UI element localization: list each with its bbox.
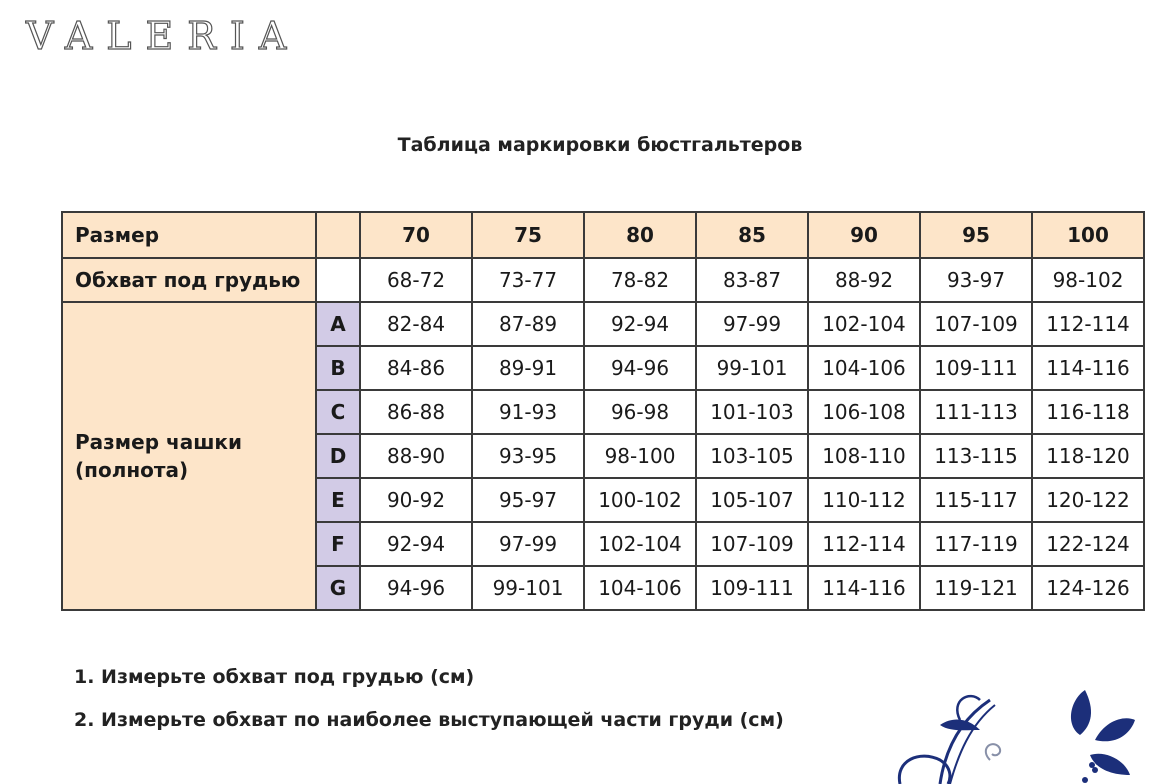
bust-range-cell: 91-93 xyxy=(471,389,585,435)
bust-range-cell: 99-101 xyxy=(471,565,585,611)
bust-range-cell: 105-107 xyxy=(695,477,809,523)
cup-label-line2: (полнота) xyxy=(75,458,189,482)
size-table: Размер 70 75 80 85 90 95 100 Обхват под грудью… xyxy=(61,211,1145,611)
underbust-cell: 68-72 xyxy=(359,257,473,303)
bust-range-cell: 115-117 xyxy=(919,477,1033,523)
bust-range-cell: 102-104 xyxy=(807,301,921,347)
bust-range-cell: 113-115 xyxy=(919,433,1033,479)
bust-range-cell: 109-111 xyxy=(919,345,1033,391)
cup-letter: F xyxy=(315,521,361,567)
size-row: Размер 70 75 80 85 90 95 100 xyxy=(61,211,1145,259)
cup-row: Размер чашки (полнота) A 82-84 87-89 92-94 97-… xyxy=(61,301,1145,611)
bust-range-cell: 106-108 xyxy=(807,389,921,435)
empty-cell xyxy=(315,211,361,259)
bust-range-cell: 102-104 xyxy=(583,521,697,567)
bust-range-cell: 107-109 xyxy=(695,521,809,567)
cup-letter: D xyxy=(315,433,361,479)
size-header-cell: 80 xyxy=(583,211,697,259)
bust-range-cell: 92-94 xyxy=(583,301,697,347)
bust-range-cell: 94-96 xyxy=(359,565,473,611)
bust-range-cell: 98-100 xyxy=(583,433,697,479)
cup-row: G 94-96 99-101 104-106 109-111 114-116 119-121… xyxy=(62,565,1145,611)
size-header-cell: 95 xyxy=(919,211,1033,259)
cup-letter: E xyxy=(315,477,361,523)
bust-range-cell: 111-113 xyxy=(919,389,1033,435)
bust-range-cell: 100-102 xyxy=(583,477,697,523)
brand-logo: VALERIA xyxy=(25,13,301,58)
underbust-cell: 73-77 xyxy=(471,257,585,303)
page-title: Таблица маркировки бюстгальтеров xyxy=(397,134,803,156)
size-header-cell: 90 xyxy=(807,211,921,259)
underbust-cell: 93-97 xyxy=(919,257,1033,303)
cup-label-line1: Размер чашки xyxy=(75,430,243,454)
bust-range-cell: 82-84 xyxy=(359,301,473,347)
instruction-1: 1. Измерьте обхват под грудью (см) xyxy=(74,666,475,688)
underbust-label: Обхват под грудью xyxy=(61,257,317,303)
cup-letter: B xyxy=(315,345,361,391)
cup-row: D 88-90 93-95 98-100 103-105 108-110 113-115 11… xyxy=(62,433,1145,479)
bust-range-cell: 108-110 xyxy=(807,433,921,479)
cup-letter: A xyxy=(315,301,361,347)
bust-range-cell: 109-111 xyxy=(695,565,809,611)
size-header-cell: 70 xyxy=(359,211,473,259)
bust-range-cell: 103-105 xyxy=(695,433,809,479)
bust-range-cell: 112-114 xyxy=(1031,301,1145,347)
bust-range-cell: 116-118 xyxy=(1031,389,1145,435)
bust-range-cell: 89-91 xyxy=(471,345,585,391)
bust-range-cell: 120-122 xyxy=(1031,477,1145,523)
bust-range-cell: 117-119 xyxy=(919,521,1033,567)
bust-range-cell: 88-90 xyxy=(359,433,473,479)
bust-range-cell: 112-114 xyxy=(807,521,921,567)
cup-letter: C xyxy=(315,389,361,435)
cup-row: C 86-88 91-93 96-98 101-103 106-108 111-113 116… xyxy=(62,389,1145,435)
underbust-row: Обхват под грудью 68-72 73-77 78-82 83-87 88… xyxy=(61,257,1145,303)
bust-range-cell: 97-99 xyxy=(695,301,809,347)
bust-range-cell: 101-103 xyxy=(695,389,809,435)
bust-range-cell: 87-89 xyxy=(471,301,585,347)
underbust-cell: 98-102 xyxy=(1031,257,1145,303)
size-label: Размер xyxy=(61,211,317,259)
size-header-cell: 75 xyxy=(471,211,585,259)
bust-range-cell: 95-97 xyxy=(471,477,585,523)
bust-range-cell: 107-109 xyxy=(919,301,1033,347)
underbust-cell: 88-92 xyxy=(807,257,921,303)
bust-range-cell: 104-106 xyxy=(807,345,921,391)
bust-range-cell: 114-116 xyxy=(1031,345,1145,391)
cup-size-label: Размер чашки (полнота) xyxy=(61,301,317,611)
size-header-cell: 85 xyxy=(695,211,809,259)
instruction-2: 2. Измерьте обхват по наиболее выступающ… xyxy=(74,709,784,731)
bust-range-cell: 110-112 xyxy=(807,477,921,523)
bust-range-cell: 93-95 xyxy=(471,433,585,479)
floral-ornament-icon xyxy=(897,690,1135,784)
bust-range-cell: 97-99 xyxy=(471,521,585,567)
bust-range-cell: 124-126 xyxy=(1031,565,1145,611)
bust-range-cell: 99-101 xyxy=(695,345,809,391)
empty-cell xyxy=(315,257,361,303)
bust-range-cell: 114-116 xyxy=(807,565,921,611)
bust-range-cell: 84-86 xyxy=(359,345,473,391)
bust-range-cell: 94-96 xyxy=(583,345,697,391)
size-header-cell: 100 xyxy=(1031,211,1145,259)
underbust-cell: 83-87 xyxy=(695,257,809,303)
cup-row: E 90-92 95-97 100-102 105-107 110-112 115-117 1… xyxy=(62,477,1145,523)
cup-letter: G xyxy=(315,565,361,611)
cup-row: F 92-94 97-99 102-104 107-109 112-114 117-119 1… xyxy=(62,521,1145,567)
bust-range-cell: 96-98 xyxy=(583,389,697,435)
cup-row: B 84-86 89-91 94-96 99-101 104-106 109-111 114-… xyxy=(62,345,1145,391)
bust-range-cell: 86-88 xyxy=(359,389,473,435)
bust-range-cell: 122-124 xyxy=(1031,521,1145,567)
bust-range-cell: 92-94 xyxy=(359,521,473,567)
bust-range-cell: 104-106 xyxy=(583,565,697,611)
underbust-cell: 78-82 xyxy=(583,257,697,303)
bust-range-cell: 90-92 xyxy=(359,477,473,523)
bust-range-cell: 119-121 xyxy=(919,565,1033,611)
bust-range-cell: 118-120 xyxy=(1031,433,1145,479)
